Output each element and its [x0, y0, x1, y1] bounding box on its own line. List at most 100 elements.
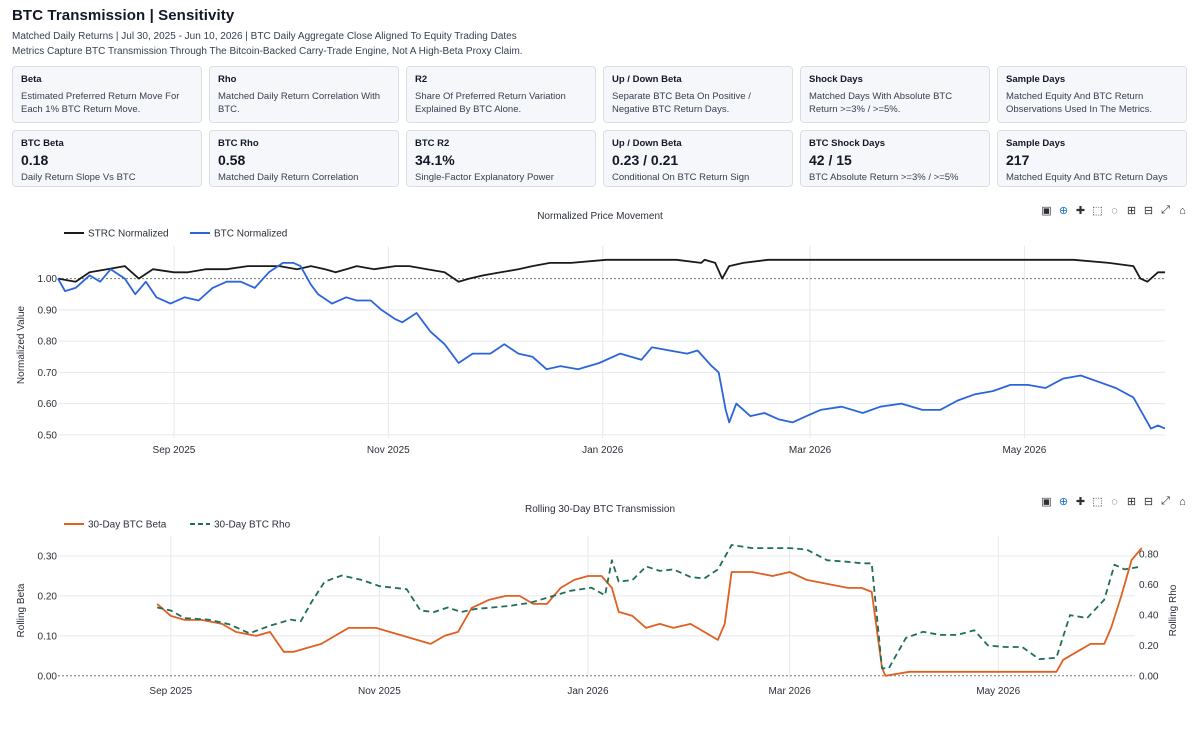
chart-title: Rolling 30-Day BTC Transmission [525, 504, 675, 515]
zoom-out-icon[interactable]: ⊟ [1143, 205, 1154, 217]
camera-icon[interactable]: ▣ [1041, 205, 1052, 217]
dashboard-header: BTC Transmission | Sensitivity Matched D… [12, 7, 523, 59]
metric-caption: Matched Daily Return Correlation [218, 172, 359, 183]
x-tick-label: May 2026 [976, 686, 1020, 697]
card-text: Matched Equity And BTC Return Observatio… [1006, 91, 1153, 115]
y-right-tick-label: 0.00 [1139, 671, 1159, 682]
reset-axes-icon[interactable]: ⌂ [1179, 495, 1186, 508]
pan-icon[interactable]: ✚ [1075, 205, 1086, 217]
x-tick-label: Sep 2025 [153, 445, 196, 456]
zoom-icon[interactable]: ⊕ [1058, 496, 1069, 508]
y-tick-label: 0.30 [38, 551, 58, 562]
definition-card-sample-days: Sample Days Matched Equity And BTC Return… [997, 66, 1187, 123]
metric-card-btc-shock-days: BTC Shock Days 42 / 15 BTC Absolute Return… [800, 130, 990, 187]
metric-value: 0.58 [218, 152, 246, 168]
definition-card-up-down-beta: Up / Down Beta Separate BTC Beta On Posit… [603, 66, 793, 123]
chart-title: Normalized Price Movement [537, 211, 663, 222]
metric-caption: Matched Equity And BTC Return Days [1006, 172, 1168, 183]
x-tick-label: Mar 2026 [789, 445, 832, 456]
y-axis-label: Rolling Beta [16, 583, 27, 637]
camera-icon[interactable]: ▣ [1041, 496, 1052, 508]
y-tick-label: 1.00 [38, 274, 58, 285]
subtitle-line-1: Matched Daily Returns | Jul 30, 2025 - J… [12, 31, 517, 42]
metric-value: 0.23 / 0.21 [612, 152, 679, 168]
y-tick-label: 0.00 [38, 671, 58, 682]
page-subtitle: Matched Daily Returns | Jul 30, 2025 - J… [12, 29, 523, 59]
card-heading: Up / Down Beta [612, 74, 682, 85]
metric-value: 0.18 [21, 152, 49, 168]
zoom-in-icon[interactable]: ⊞ [1126, 496, 1137, 508]
x-tick-label: Jan 2026 [582, 445, 624, 456]
y-tick-label: 0.50 [38, 430, 58, 441]
metric-name: BTC Rho [218, 138, 259, 149]
metric-caption: Daily Return Slope Vs BTC [21, 172, 136, 183]
subtitle-line-2: Metrics Capture BTC Transmission Through… [12, 46, 523, 57]
metric-caption: Conditional On BTC Return Sign [612, 172, 750, 183]
series-line-strc-normalized [57, 258, 1165, 283]
legend-item: STRC Normalized [64, 229, 169, 240]
card-text: Estimated Preferred Return Move For Each… [21, 91, 180, 115]
lasso-icon[interactable]: ◌ [1111, 204, 1118, 217]
chart-svg: Normalized Price Movement 1.00 0.90 0.80 0.7… [16, 211, 1166, 456]
metric-name: Up / Down Beta [612, 138, 682, 149]
chart-svg: Rolling 30-Day BTC Transmission 0.30 0.20 0… [16, 504, 1179, 697]
y-tick-label: 0.20 [38, 591, 58, 602]
normalized-price-chart[interactable]: ▣ ⊕ ✚ ⬚ ◌ ⊞ ⊟ ⤢ ⌂ Normalized Price Movement 1.00 0.… [0, 204, 1200, 466]
card-text: Matched Days With Absolute BTC Return >=… [809, 91, 953, 115]
legend-label: 30-Day BTC Rho [214, 520, 291, 531]
metric-caption: BTC Absolute Return >=3% / >=5% [809, 172, 959, 183]
y-tick-label: 0.80 [38, 337, 58, 348]
legend-item: 30-Day BTC Beta [64, 520, 167, 531]
legend-item: 30-Day BTC Rho [190, 520, 291, 531]
zoom-icon[interactable]: ⊕ [1058, 205, 1069, 217]
metric-value: 34.1% [415, 152, 455, 168]
card-heading: R2 [415, 74, 428, 85]
definition-card-rho: Rho Matched Daily Return Correlation With… [209, 66, 399, 123]
box-select-icon[interactable]: ⬚ [1092, 205, 1103, 217]
chart-modebar: ▣ ⊕ ✚ ⬚ ◌ ⊞ ⊟ ⤢ ⌂ [1040, 495, 1189, 508]
metric-name: BTC Shock Days [809, 138, 886, 149]
card-heading: Shock Days [809, 74, 863, 85]
reset-axes-icon[interactable]: ⌂ [1179, 204, 1186, 217]
metric-cards: Beta Estimated Preferred Return Move For … [12, 66, 1188, 194]
metric-value: 217 [1006, 152, 1030, 168]
zoom-in-icon[interactable]: ⊞ [1126, 205, 1137, 217]
definition-card-shock-days: Shock Days Matched Days With Absolute BTC… [800, 66, 990, 123]
card-text: Share Of Preferred Return Variation Expl… [415, 91, 566, 115]
page-title: BTC Transmission | Sensitivity [12, 7, 235, 24]
y-tick-label: 0.70 [38, 368, 58, 379]
y-right-tick-label: 0.40 [1139, 611, 1159, 622]
legend-label: BTC Normalized [214, 229, 287, 240]
lasso-icon[interactable]: ◌ [1111, 495, 1118, 508]
box-select-icon[interactable]: ⬚ [1092, 496, 1103, 508]
x-tick-label: Sep 2025 [149, 686, 192, 697]
x-tick-label: Mar 2026 [769, 686, 812, 697]
definition-card-r2: R2 Share Of Preferred Return Variation Ex… [406, 66, 596, 123]
y-tick-label: 0.10 [38, 631, 58, 642]
metric-row: BTC Beta 0.18 Daily Return Slope Vs BTC BT… [12, 130, 1188, 187]
card-heading: Beta [21, 74, 42, 85]
metric-name: Sample Days [1006, 138, 1066, 149]
metric-card-btc-beta: BTC Beta 0.18 Daily Return Slope Vs BTC [12, 130, 202, 187]
card-heading: Sample Days [1006, 74, 1066, 85]
card-heading: Rho [218, 74, 237, 85]
series-line-btc-normalized [57, 262, 1166, 430]
legend-label: STRC Normalized [88, 229, 169, 240]
metric-card-sample-days: Sample Days 217 Matched Equity And BTC Ret… [997, 130, 1187, 187]
metric-name: BTC R2 [415, 138, 450, 149]
chart-modebar: ▣ ⊕ ✚ ⬚ ◌ ⊞ ⊟ ⤢ ⌂ [1040, 204, 1189, 217]
metric-card-btc-r2: BTC R2 34.1% Single-Factor Explanatory Pow… [406, 130, 596, 187]
zoom-out-icon[interactable]: ⊟ [1143, 496, 1154, 508]
autoscale-icon[interactable]: ⤢ [1161, 204, 1170, 216]
y-tick-label: 0.90 [38, 305, 58, 316]
rolling-transmission-chart[interactable]: ▣ ⊕ ✚ ⬚ ◌ ⊞ ⊟ ⤢ ⌂ Rolling 30-Day BTC Transmission… [0, 495, 1200, 726]
card-text: Separate BTC Beta On Positive / Negative… [612, 91, 751, 115]
metric-name: BTC Beta [21, 138, 64, 149]
pan-icon[interactable]: ✚ [1075, 496, 1086, 508]
series-line-30-day-btc-beta [156, 547, 1143, 677]
x-tick-label: Nov 2025 [358, 686, 401, 697]
x-tick-label: Jan 2026 [567, 686, 609, 697]
y-right-tick-label: 0.20 [1139, 641, 1159, 652]
definition-card-beta: Beta Estimated Preferred Return Move For … [12, 66, 202, 123]
autoscale-icon[interactable]: ⤢ [1161, 495, 1170, 507]
